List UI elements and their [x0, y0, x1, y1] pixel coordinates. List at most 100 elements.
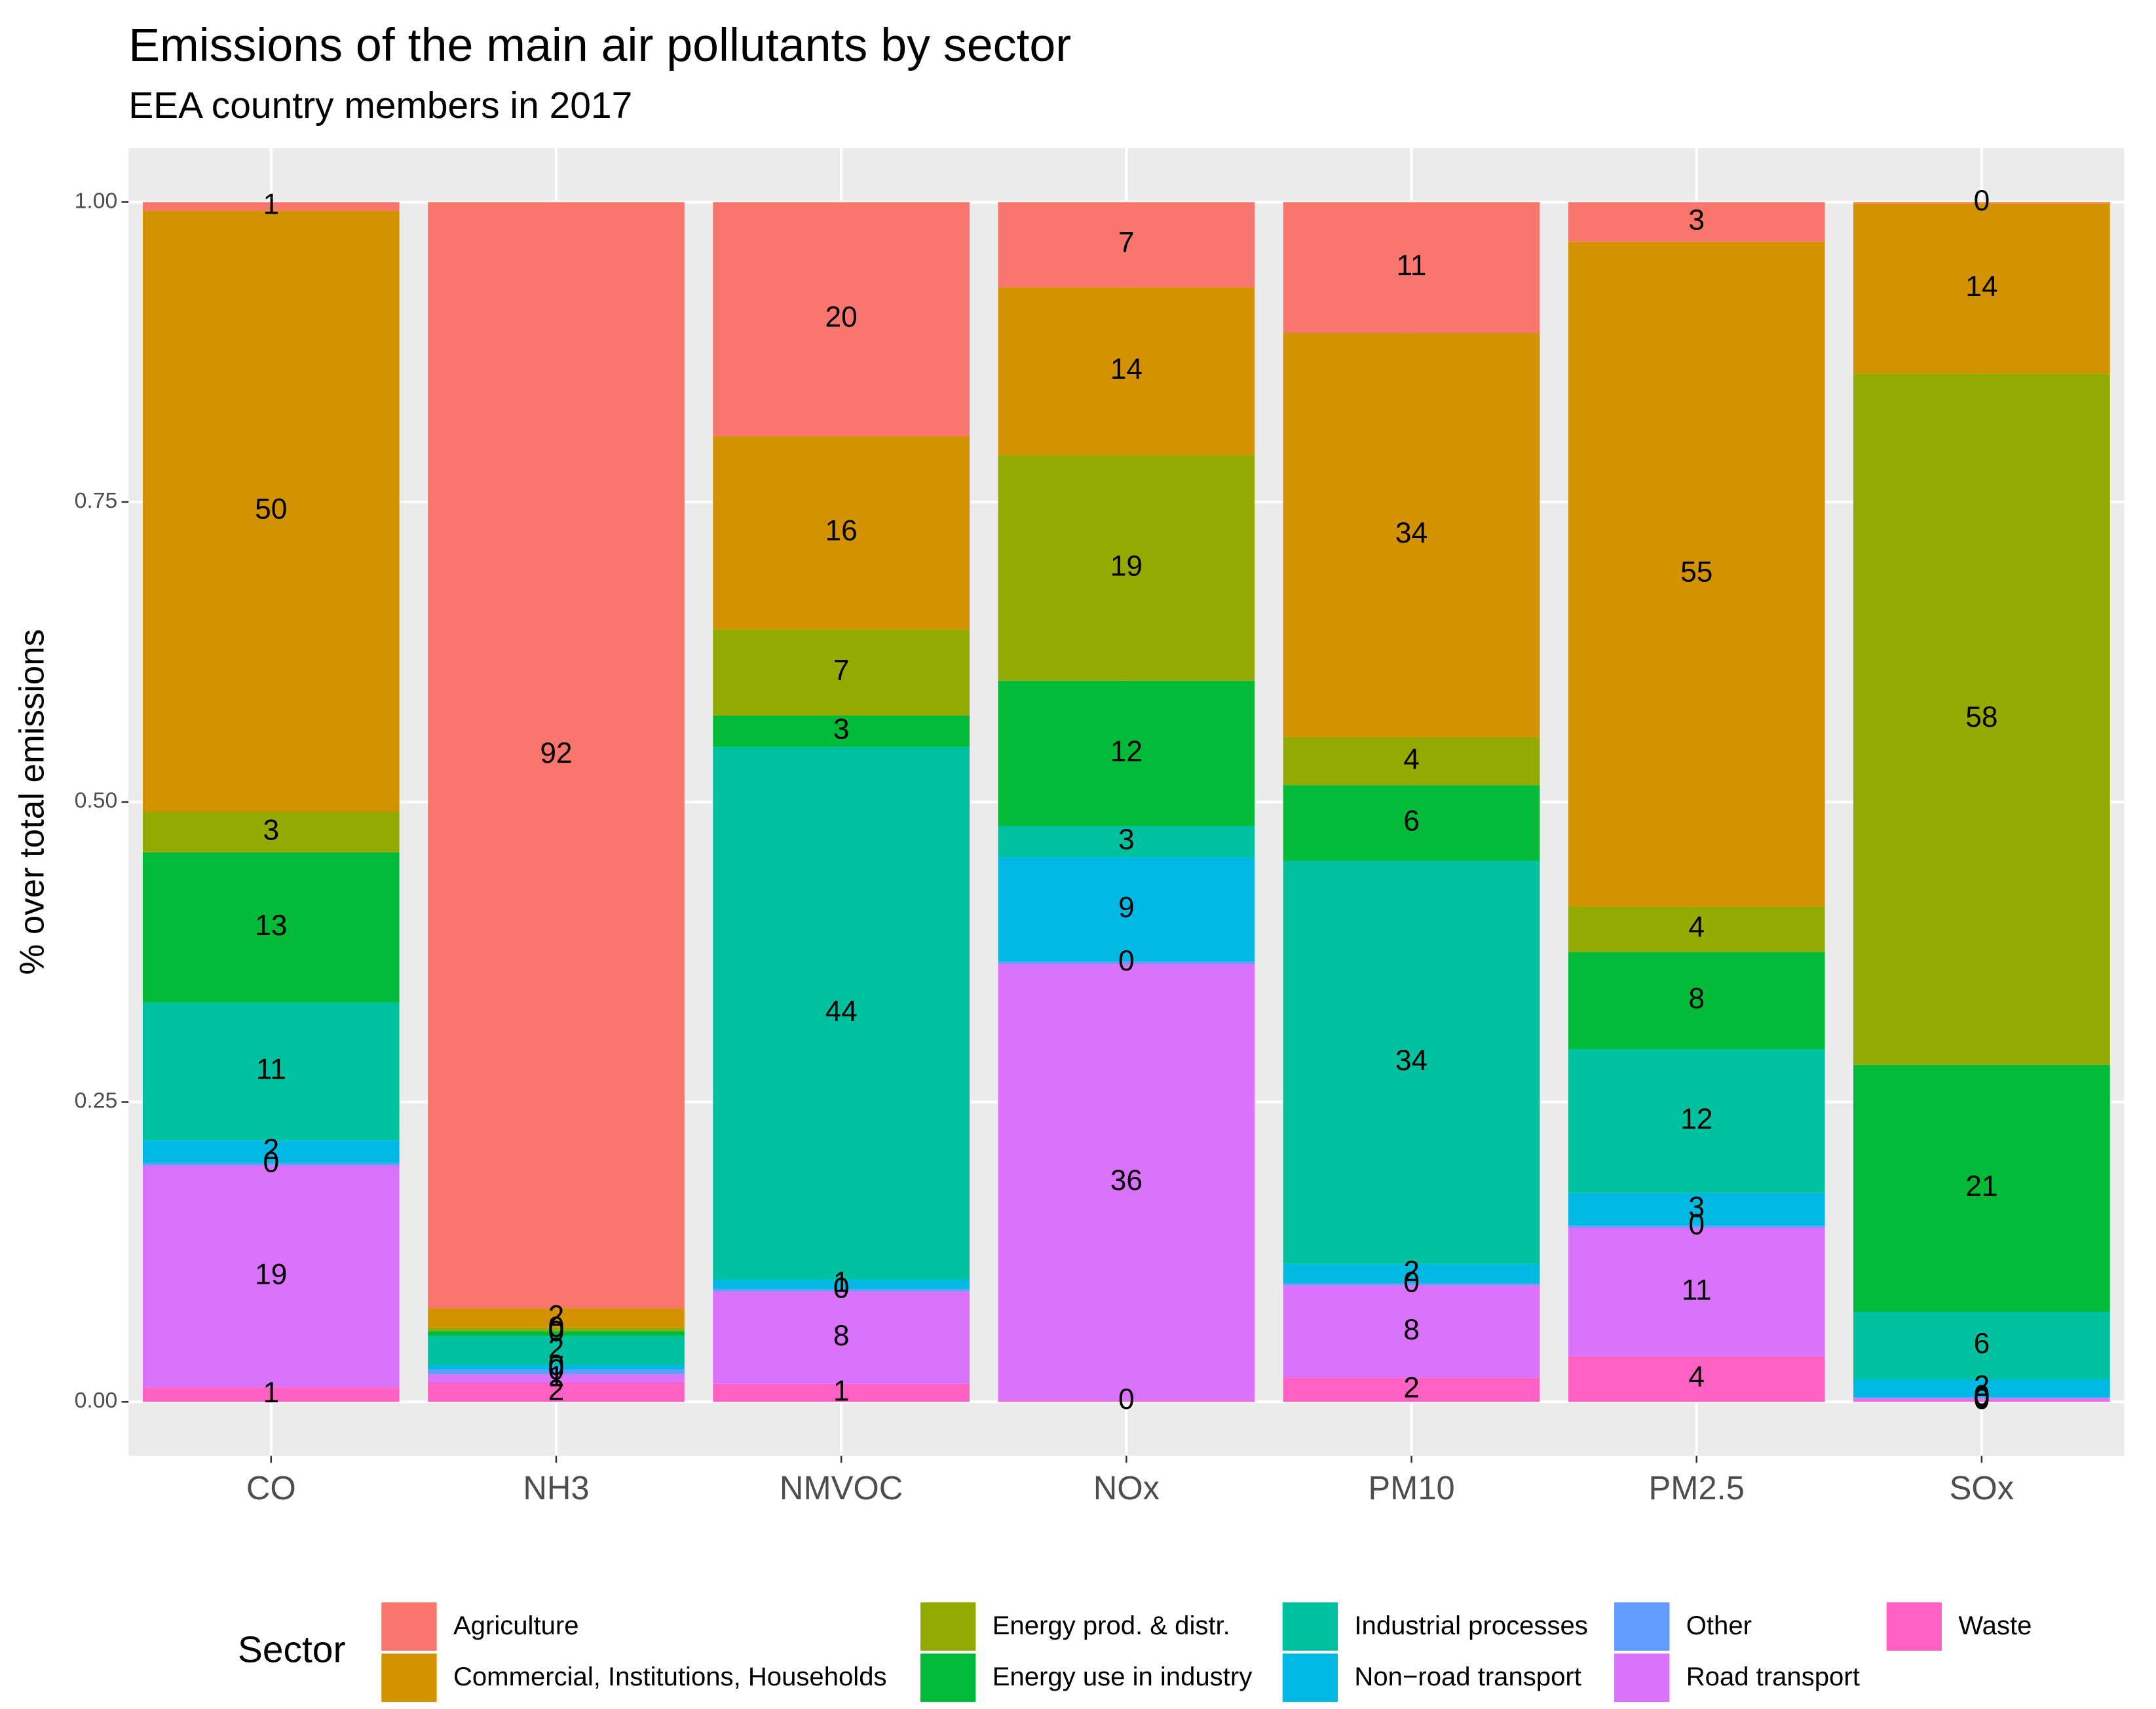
data-label: 3 — [1118, 824, 1135, 856]
data-label: 34 — [1395, 1045, 1428, 1077]
bar-segment — [1853, 1311, 2110, 1379]
bar-segment — [1568, 202, 1825, 242]
bar-segment — [713, 629, 970, 716]
bar-segment — [428, 1327, 685, 1332]
legend-key — [920, 1602, 976, 1651]
bar-segment — [428, 1308, 685, 1328]
bar-segment — [998, 680, 1255, 826]
x-tick-label: PM10 — [1368, 1469, 1454, 1507]
data-label: 6 — [1974, 1328, 1990, 1360]
bar-segment — [1568, 906, 1825, 952]
x-tick-label: SOx — [1950, 1469, 2014, 1507]
bar-segment — [142, 1140, 400, 1163]
legend-label: Commercial, Institutions, Households — [453, 1662, 887, 1691]
data-label: 12 — [1110, 735, 1143, 767]
bar-segment — [713, 1279, 970, 1290]
data-label: 3 — [833, 714, 850, 746]
legend-label: Other — [1686, 1611, 1752, 1640]
bar-segment — [713, 202, 970, 436]
bar-segment — [1568, 241, 1825, 907]
bar-segment — [1568, 1193, 1825, 1226]
data-label: 11 — [1397, 250, 1427, 282]
data-label: 4 — [1403, 743, 1420, 775]
data-label: 0 — [1118, 1383, 1135, 1415]
x-tick-label: PM2.5 — [1649, 1469, 1745, 1507]
data-label: 0 — [1118, 945, 1135, 977]
bar-segment — [1853, 1396, 2110, 1398]
data-label: 0 — [1403, 1267, 1420, 1299]
bar-segment — [713, 716, 970, 747]
legend-label: Non−road transport — [1354, 1662, 1581, 1691]
bar-segment — [142, 1387, 400, 1402]
y-tick-label: 0.00 — [75, 1388, 118, 1413]
bar-segment — [713, 1383, 970, 1402]
legend-key — [920, 1653, 976, 1702]
bar-segment — [1568, 1356, 1825, 1402]
data-label: 0 — [548, 1354, 565, 1386]
data-label: 7 — [833, 655, 850, 687]
data-label: 2 — [548, 1332, 565, 1364]
data-label: 34 — [1395, 517, 1428, 549]
bar-segment — [142, 811, 400, 853]
legend-key — [1282, 1602, 1338, 1651]
bar-segment — [1853, 1400, 2110, 1402]
bar-segment — [998, 287, 1255, 455]
data-label: 14 — [1110, 353, 1143, 385]
bar-segment — [428, 1374, 685, 1383]
data-label: 1 — [833, 1267, 850, 1299]
data-label: 8 — [833, 1320, 850, 1352]
bar-segment — [713, 1291, 970, 1384]
data-label: 11 — [1682, 1274, 1712, 1306]
bar-segment — [428, 1335, 685, 1365]
data-label: 7 — [1118, 227, 1135, 259]
bar-segment — [142, 1165, 400, 1388]
bar-segment — [428, 1331, 685, 1336]
data-label: 0 — [1974, 1380, 1990, 1412]
legend-key — [1614, 1602, 1670, 1651]
bar-segment — [1853, 1379, 2110, 1397]
data-label: 3 — [1688, 1191, 1705, 1223]
legend-key — [381, 1602, 437, 1651]
data-label: 11 — [256, 1054, 286, 1086]
data-label: 58 — [1965, 701, 1997, 733]
bar-segment — [1283, 785, 1540, 861]
bar-segment — [713, 436, 970, 630]
data-label: 2 — [548, 1300, 565, 1332]
legend-key — [1886, 1602, 1942, 1651]
x-tick-label: NOx — [1093, 1469, 1160, 1507]
data-label: 3 — [263, 814, 279, 846]
data-label: 0 — [1974, 185, 1990, 217]
bar-segment — [1853, 203, 2110, 374]
legend-label: Road transport — [1686, 1662, 1860, 1691]
legend-label: Energy use in industry — [993, 1662, 1253, 1691]
y-axis-label: % over total emissions — [13, 629, 52, 975]
legend-title: Sector — [238, 1628, 346, 1670]
legend-label: Waste — [1958, 1611, 2032, 1640]
bar-segment — [998, 857, 1255, 962]
data-label: 0 — [833, 1273, 850, 1305]
data-label: 1 — [263, 1377, 279, 1409]
data-label: 0 — [263, 1146, 279, 1178]
bar-segment — [713, 746, 970, 1280]
bar-segment — [428, 202, 685, 1309]
legend-key — [1282, 1653, 1338, 1702]
data-label: 1 — [833, 1375, 850, 1407]
legend-label: Industrial processes — [1354, 1611, 1587, 1640]
bar-segment — [1283, 1377, 1540, 1402]
data-label: 2 — [548, 1374, 565, 1406]
data-label: 55 — [1680, 556, 1712, 588]
data-label: 92 — [540, 737, 572, 769]
data-label: 14 — [1965, 271, 1997, 303]
bar-segment — [998, 964, 1255, 1401]
bar-segment — [142, 1162, 400, 1166]
data-label: 36 — [1110, 1164, 1143, 1197]
data-label: 1 — [548, 1360, 565, 1392]
bar-segment — [1568, 951, 1825, 1050]
data-label: 44 — [825, 995, 858, 1027]
legend-label: Energy prod. & distr. — [993, 1611, 1230, 1640]
y-tick-label: 0.25 — [75, 1088, 118, 1113]
bar-segment — [998, 202, 1255, 288]
bar-segment — [142, 852, 400, 1003]
